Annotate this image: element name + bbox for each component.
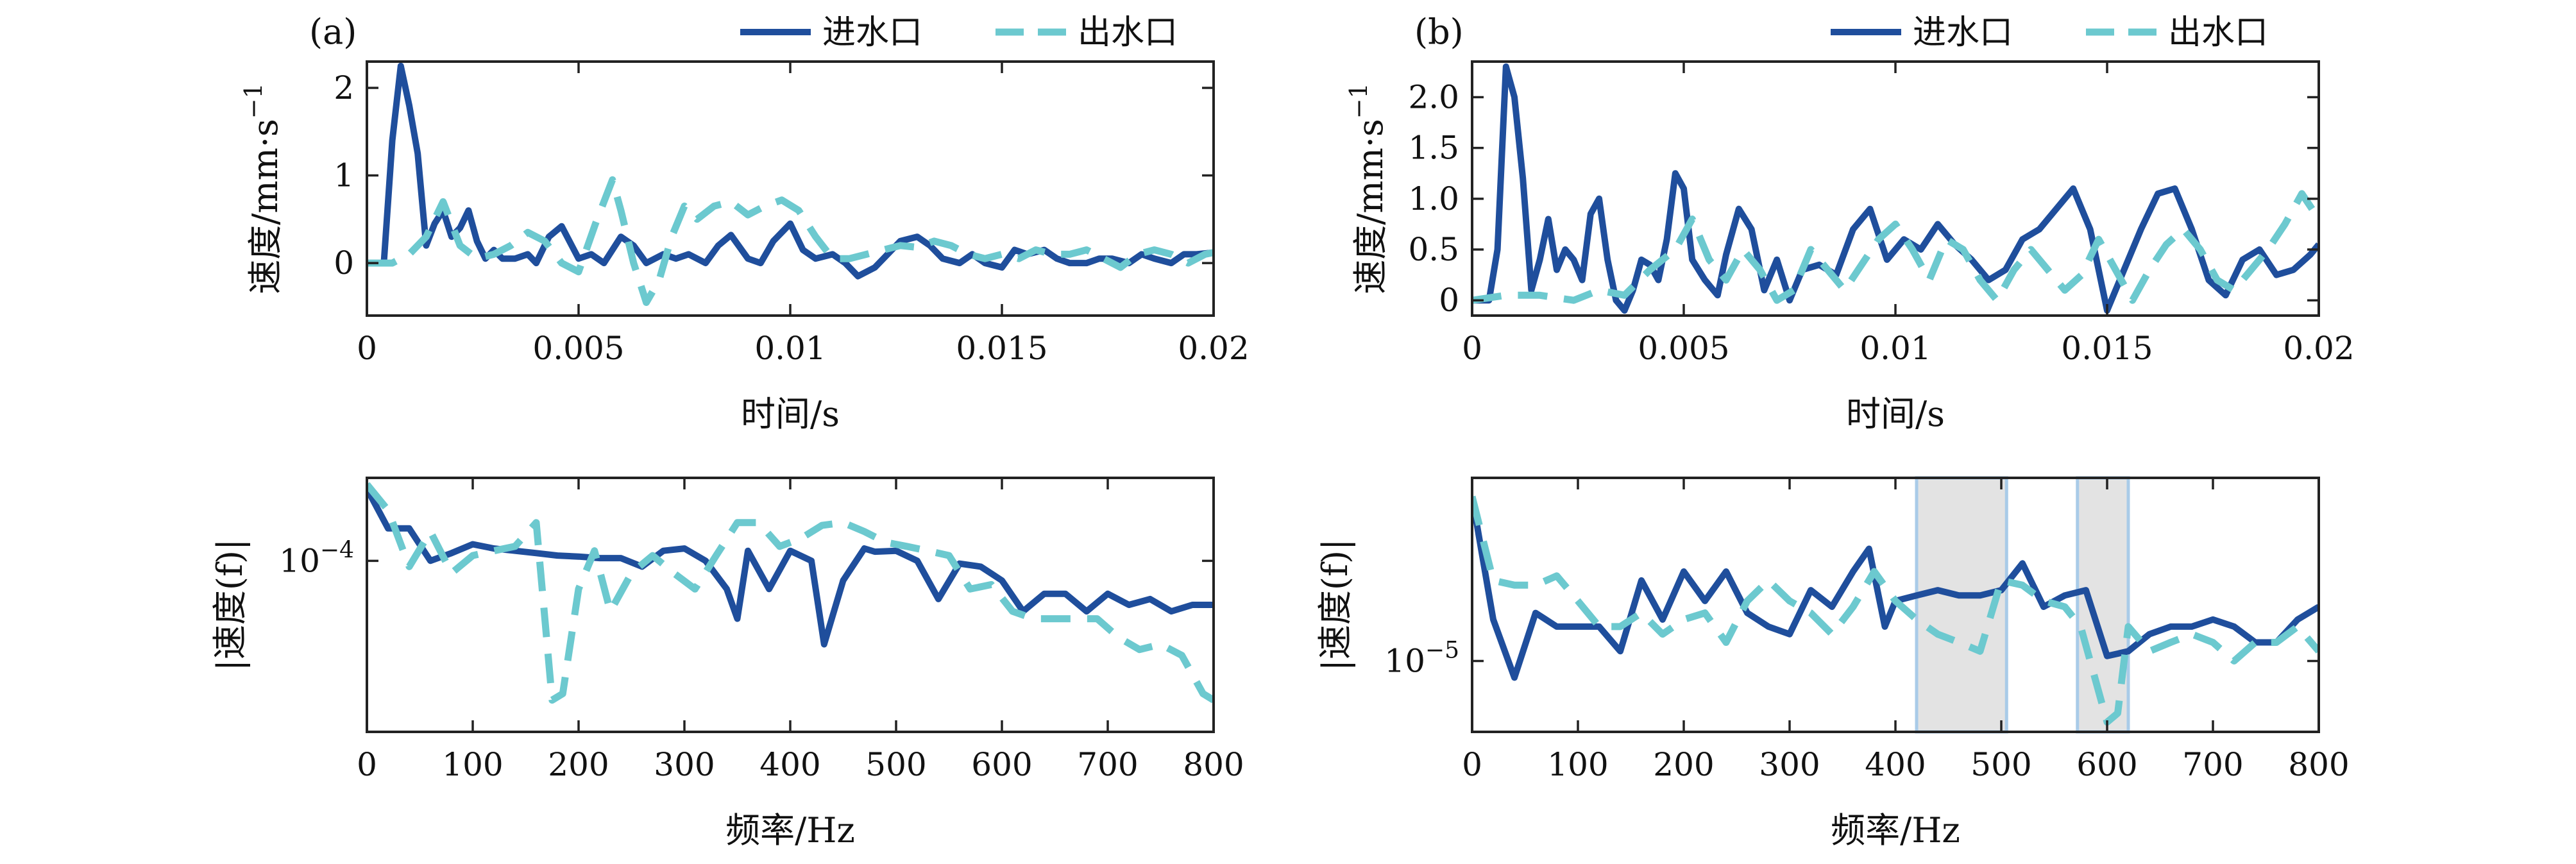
x-tick-label: 0 [1462,330,1482,367]
series-line-outlet [1472,495,2319,726]
x-tick-label: 0 [357,746,377,783]
y-tick-label: 2.0 [1408,78,1459,115]
plot-frame [366,477,1215,733]
y-tick-label: 10−5 [1384,638,1459,680]
legend-label-outlet: 出水口 [2168,13,2268,52]
x-tick-label: 0.01 [754,330,826,367]
x-tick-label: 0.02 [2283,330,2354,367]
legend-label-outlet: 出水口 [1078,13,1178,52]
series-line-inlet [1472,496,2319,681]
x-tick-label: 800 [2288,746,2349,783]
chart-b-freq: 0 100 200 300 400 500 600 700 800 10−5 频率/Hz |速度(f)… [1315,476,2350,851]
highlight-region-1 [2076,476,2130,734]
y-tick-label: 1.5 [1408,130,1459,167]
x-tick-label: 0 [357,330,377,367]
y-tick-label: 0.5 [1408,231,1459,268]
x-tick-label: 0.015 [956,330,1047,367]
series-line-outlet [367,482,1214,704]
x-tick-label: 400 [1865,746,1926,783]
x-tick-label: 500 [865,746,926,783]
x-tick-label: 100 [1547,746,1608,783]
x-tick-label: 100 [442,746,503,783]
x-tick-label: 700 [2182,746,2243,783]
plot-frame [366,60,1215,317]
x-tick-label: 600 [971,746,1032,783]
series-line-inlet [367,487,1214,648]
y-tick-label: 10−4 [279,537,354,579]
x-tick-label: 0.005 [1638,330,1729,367]
legend-label-inlet: 进水口 [1913,13,2013,52]
x-axis-label: 时间/s [1846,394,1945,434]
y-tick-label: 2 [334,69,354,106]
x-tick-label: 600 [2076,746,2137,783]
x-tick-label: 400 [759,746,820,783]
x-axis-label: 时间/s [741,394,840,434]
series-line-inlet [367,62,1214,280]
y-tick-label: 0 [1439,282,1459,319]
x-tick-label: 800 [1183,746,1244,783]
x-tick-label: 0.01 [1860,330,1931,367]
series-line-outlet [367,176,1214,306]
x-axis-label: 频率/Hz [725,810,855,851]
x-tick-label: 0.02 [1178,330,1249,367]
x-tick-label: 200 [1653,746,1714,783]
chart-a-freq: 0 100 200 300 400 500 600 700 800 10−4 频率/Hz |速度(f)… [210,477,1244,851]
y-tick-label: 0 [334,244,354,282]
series-line-inlet [1472,63,2319,314]
legend: 进水口 出水口 [740,13,1178,52]
x-axis-label: 频率/Hz [1831,810,1960,851]
x-tick-label: 0.015 [2061,330,2153,367]
y-tick-label: 1 [334,157,354,194]
y-axis-label: |速度(f)| [210,539,250,672]
x-tick-label: 0.005 [532,330,624,367]
series-line-outlet [1472,190,2319,304]
x-tick-label: 200 [548,746,609,783]
y-axis-label: 速度/mm·s−1 [239,83,285,294]
chart-a-time: 0 0.005 0.01 0.015 0.02 0 1 2 时间/s 速度/mm·s−1 (a) 进水… [239,12,1250,434]
panel-label: (a) [309,12,357,52]
legend: 进水口 出水口 [1831,13,2268,52]
x-tick-label: 300 [1759,746,1820,783]
panel-label: (b) [1414,12,1464,52]
x-tick-label: 700 [1077,746,1138,783]
x-tick-label: 500 [1970,746,2031,783]
y-axis-label: 速度/mm·s−1 [1344,83,1391,294]
y-axis-label: |速度(f)| [1315,539,1355,672]
legend-label-inlet: 进水口 [822,13,922,52]
y-tick-label: 1.0 [1408,180,1459,217]
x-tick-label: 300 [654,746,715,783]
plot-frame [1471,60,2320,317]
chart-b-time: 0 0.005 0.01 0.015 0.02 0 0.5 1.0 1.5 2.0 时间/s 速度/m… [1344,12,2355,434]
x-tick-label: 0 [1462,746,1482,783]
